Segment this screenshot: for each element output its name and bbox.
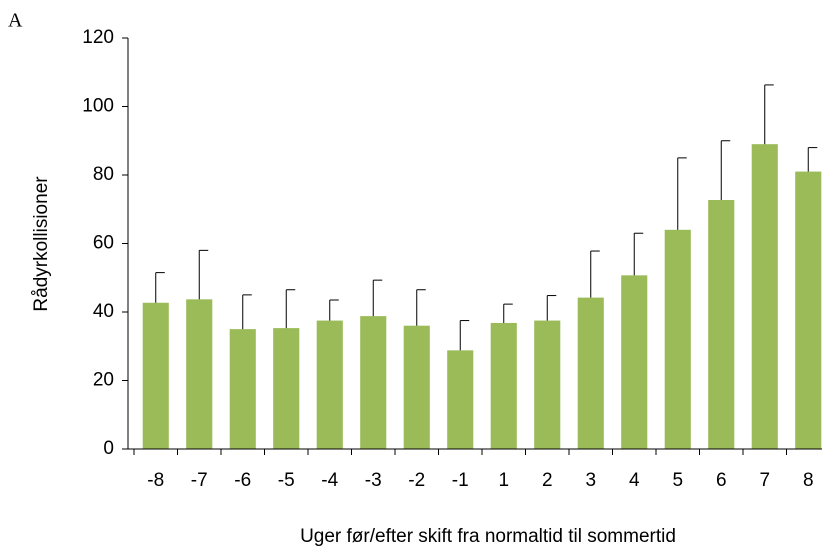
y-tick-label: 40 [93, 301, 114, 322]
x-tick-label: 3 [585, 470, 596, 491]
bar [186, 299, 213, 449]
bar [795, 171, 822, 449]
bar [708, 200, 735, 449]
bar [229, 329, 256, 449]
x-tick-label: 5 [672, 470, 683, 491]
x-tick-label: 7 [759, 470, 770, 491]
x-tick-label: -1 [452, 470, 469, 491]
bar [360, 316, 387, 449]
y-tick-label: 120 [82, 27, 114, 48]
bar [621, 275, 648, 449]
x-tick-label: -8 [147, 470, 164, 491]
x-tick-label: 1 [498, 470, 509, 491]
y-tick-label: 100 [82, 96, 114, 117]
x-tick-label: 2 [542, 470, 553, 491]
x-tick-label: -7 [191, 470, 208, 491]
y-tick-label: 0 [103, 438, 114, 459]
bar [447, 350, 474, 449]
x-tick-label: 6 [716, 470, 727, 491]
x-tick-label: -4 [321, 470, 338, 491]
bar [490, 322, 517, 449]
y-tick-label: 20 [93, 370, 114, 391]
bar [664, 229, 691, 449]
x-tick-label: 8 [803, 470, 814, 491]
bar [142, 302, 169, 449]
bar [316, 320, 343, 449]
panel-label: A [8, 10, 23, 32]
y-axis-label: Rådyrkollisioner [31, 176, 52, 312]
bar [751, 144, 778, 450]
bar [534, 320, 561, 449]
bar [403, 325, 430, 449]
x-axis-label: Uger før/efter skift fra normaltid til s… [300, 526, 676, 547]
bar [577, 297, 604, 449]
x-tick-label: -2 [408, 470, 425, 491]
y-tick-label: 60 [93, 233, 114, 254]
x-tick-label: -3 [365, 470, 382, 491]
x-tick-label: -6 [234, 470, 251, 491]
x-tick-label: 4 [629, 470, 640, 491]
bar [273, 328, 300, 449]
x-tick-label: -5 [278, 470, 295, 491]
y-tick-label: 80 [93, 164, 114, 185]
